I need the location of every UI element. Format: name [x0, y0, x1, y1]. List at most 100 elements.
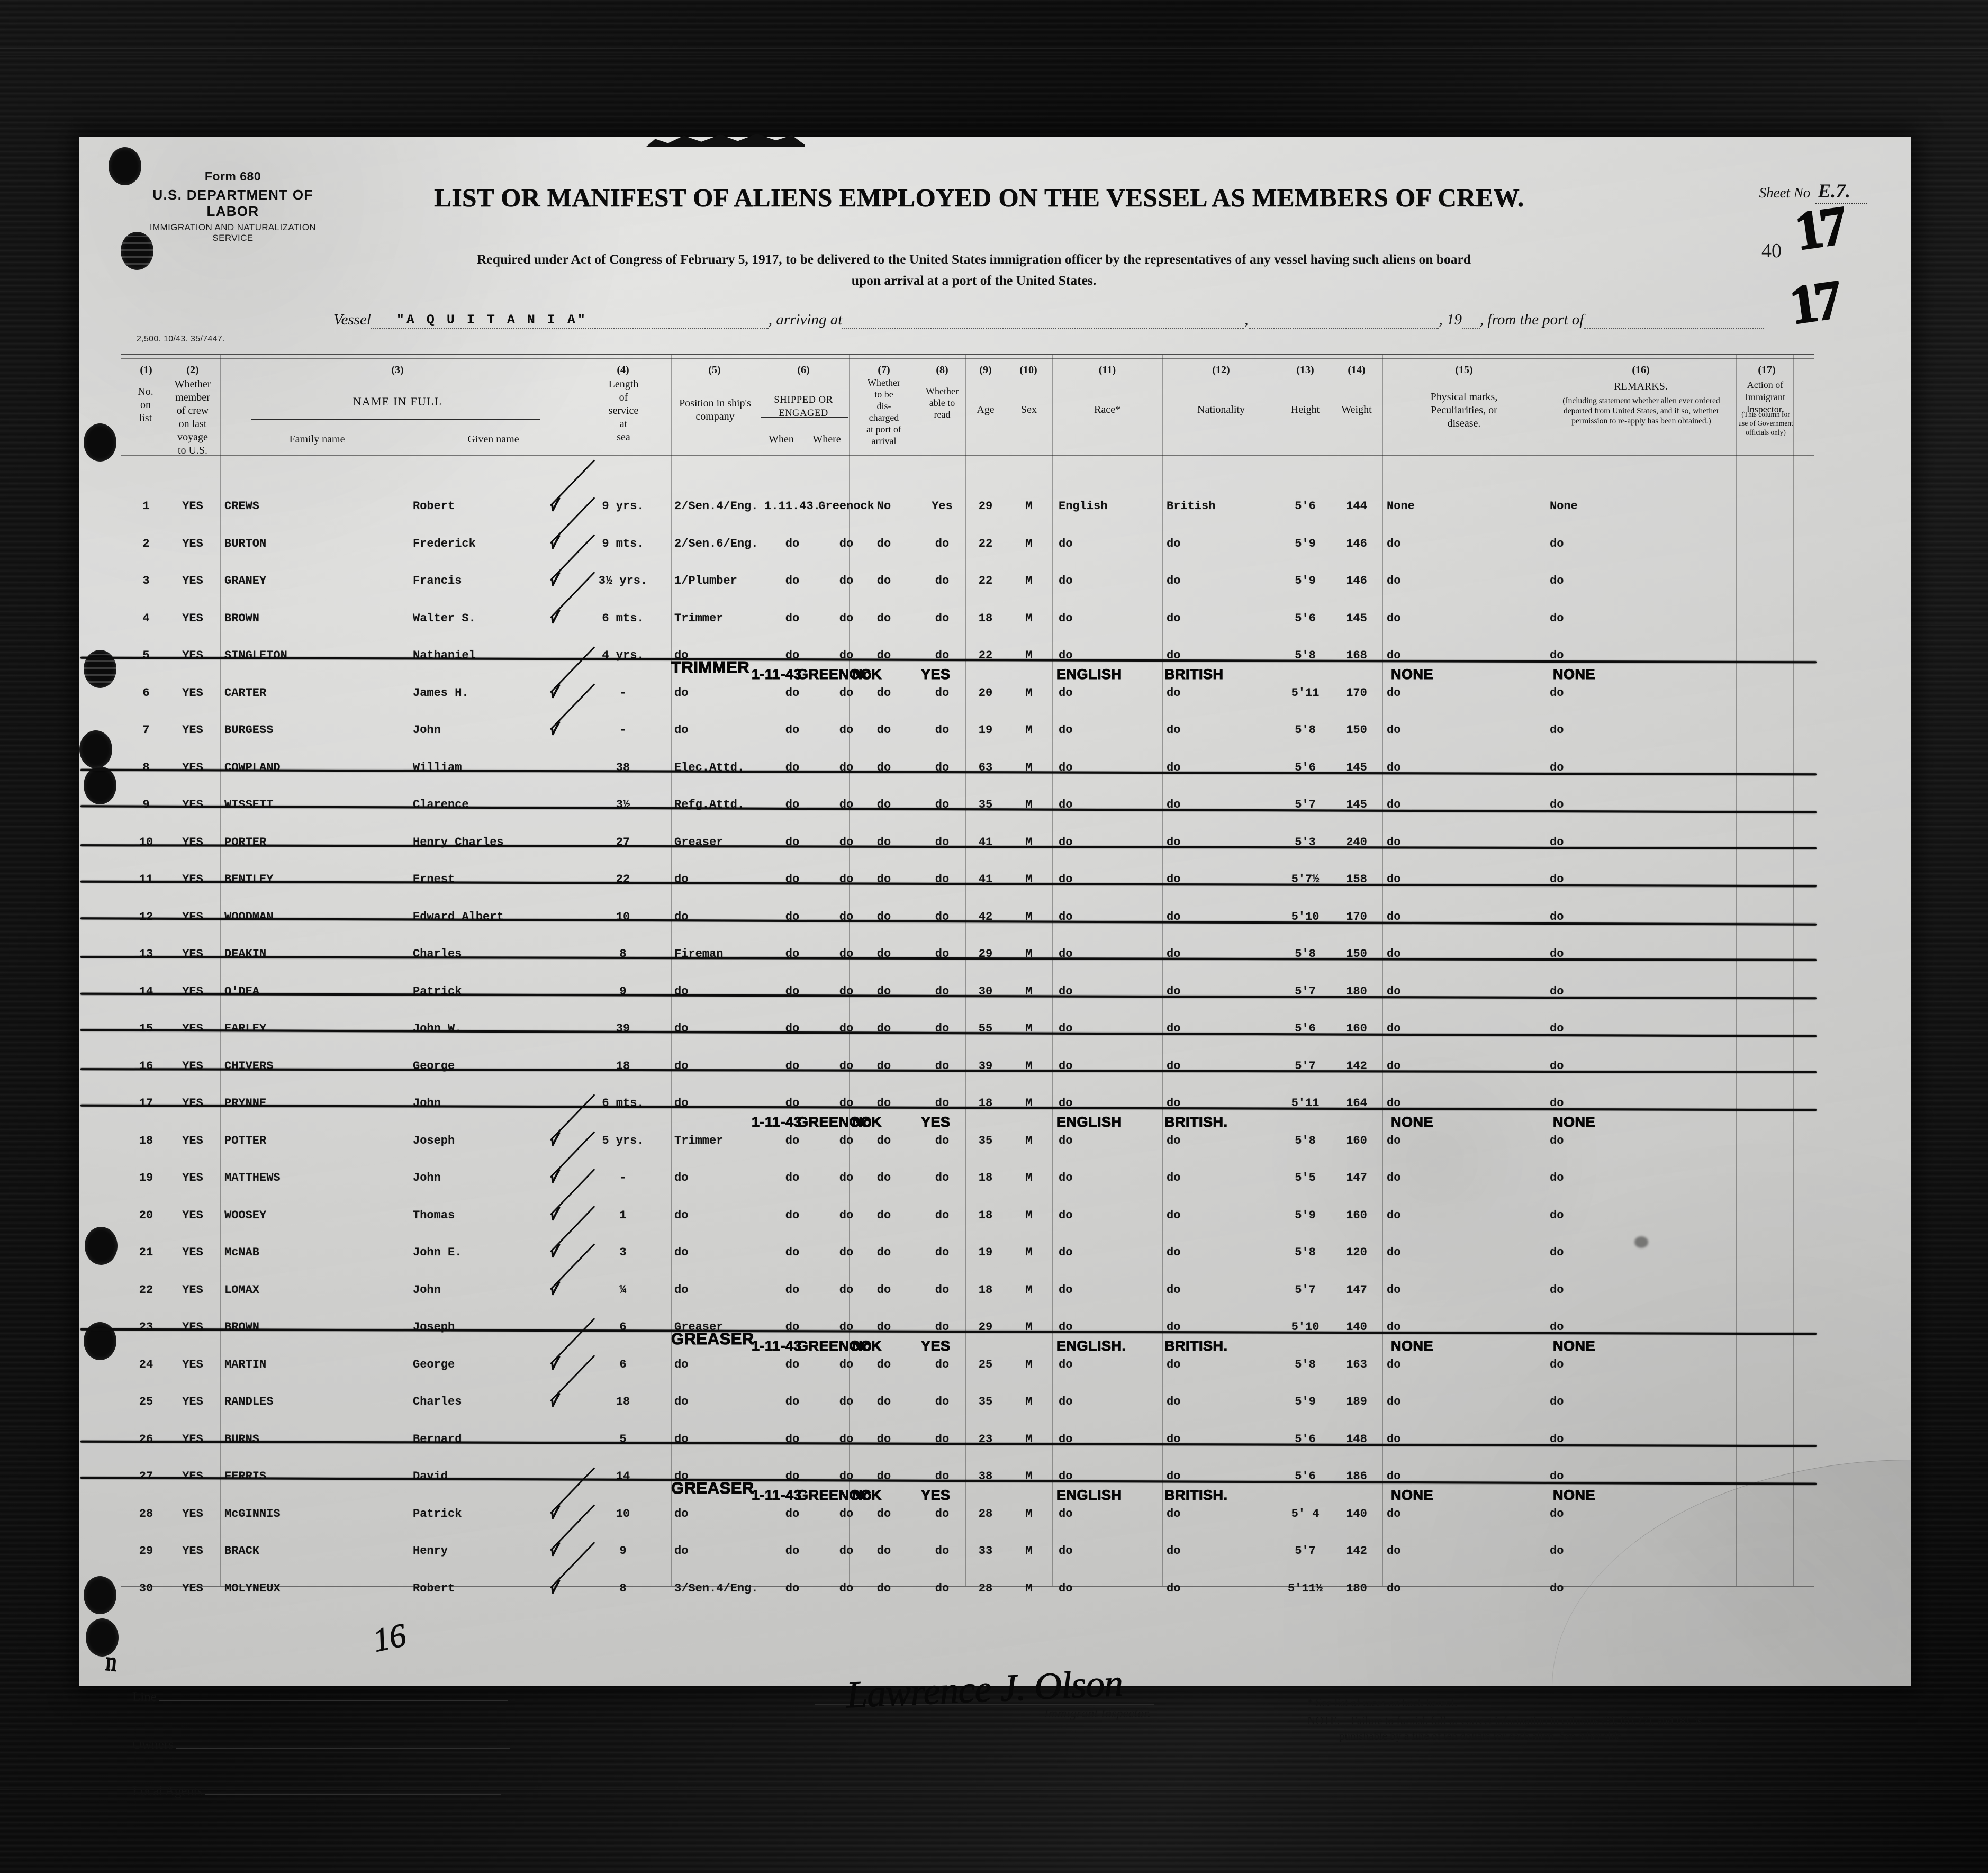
- cell-remarks: do: [1550, 1171, 1564, 1184]
- cell-given: Frederick: [413, 537, 476, 550]
- cell-given: John: [413, 1283, 441, 1297]
- cell-where: do: [839, 611, 854, 625]
- cell-family: BURNS: [224, 1432, 260, 1446]
- cell-member: YES: [182, 873, 203, 886]
- header-physical-marks: Physical marks, Peculiarities, or diseas…: [1430, 391, 1498, 429]
- cell-marks: do: [1387, 1208, 1401, 1222]
- cell-age: 25: [978, 1358, 993, 1371]
- cell-service: 6: [619, 1358, 627, 1371]
- column-number-11: (11): [1098, 364, 1116, 376]
- cell-marks: do: [1387, 537, 1401, 550]
- header-whether-able-to-read: Whether able to read: [926, 386, 959, 420]
- handwritten-nationality: BRITISH.: [1164, 1337, 1228, 1354]
- cell-family: LOMAX: [224, 1283, 260, 1297]
- cell-given: Thomas: [413, 1208, 455, 1222]
- cell-no: 5: [142, 649, 150, 662]
- cell-service: 3: [619, 1246, 627, 1259]
- cell-weight: 150: [1346, 723, 1367, 737]
- handwritten-nationality: BRITISH.: [1164, 1114, 1228, 1130]
- cell-height: 5'11: [1291, 686, 1320, 700]
- cell-given: Francis: [413, 574, 462, 587]
- cell-no: 15: [139, 1022, 153, 1035]
- cell-remarks: do: [1550, 1134, 1564, 1147]
- cell-marks: do: [1387, 723, 1401, 737]
- cell-race: do: [1059, 1507, 1073, 1521]
- cell-race: do: [1059, 1246, 1073, 1259]
- cell-age: 35: [978, 1395, 993, 1408]
- cell-when: do: [785, 1283, 800, 1297]
- handwritten-discharged: No: [852, 666, 872, 682]
- cell-marks: do: [1387, 1358, 1401, 1371]
- vessel-name-value: "A Q U I T A N I A": [388, 312, 595, 329]
- cell-member: YES: [182, 1246, 203, 1259]
- cell-remarks: do: [1550, 1208, 1564, 1222]
- cell-member: YES: [182, 984, 203, 998]
- cell-height: 5'8: [1295, 723, 1316, 737]
- cell-sex: M: [1025, 1059, 1033, 1073]
- handwritten-when: 1-11-43: [751, 666, 802, 682]
- cell-member: YES: [182, 1208, 203, 1222]
- owners-field: Owners: [132, 1736, 510, 1752]
- cell-member: YES: [182, 1358, 203, 1371]
- cell-service: ¼: [619, 1283, 627, 1297]
- cell-when: do: [785, 1246, 800, 1259]
- cell-no: 28: [139, 1507, 153, 1521]
- cell-given: John E.: [413, 1246, 462, 1259]
- header-remarks: REMARKS.: [1614, 381, 1668, 392]
- print-code: 2,500. 10/43. 35/7447.: [137, 334, 225, 343]
- cell-weight: 144: [1346, 500, 1367, 513]
- handwritten-read: YES: [920, 1114, 951, 1130]
- cell-race: do: [1059, 1544, 1073, 1558]
- cell-when: do: [785, 1581, 800, 1595]
- handwritten-remarks: NONE: [1552, 666, 1596, 682]
- penalty-note-line-1: NOTE.—Failure to furnish full or correct…: [1307, 1714, 1702, 1727]
- punch-hole: [86, 1618, 119, 1657]
- cell-no: 11: [139, 873, 153, 886]
- column-number-15: (15): [1455, 364, 1473, 376]
- cell-race: do: [1059, 1134, 1073, 1147]
- penalty-note-line-2: punishable by a fine of ten dollars for …: [1339, 1730, 1624, 1742]
- cell-position: 1/Plumber: [674, 574, 737, 587]
- column-number-4: (4): [617, 364, 629, 376]
- cell-nationality: do: [1167, 1395, 1181, 1408]
- handwritten-remarks: NONE: [1552, 1487, 1596, 1503]
- subtitle-line-2: upon arrival at a port of the United Sta…: [851, 273, 1097, 288]
- cell-family: BRACK: [224, 1544, 260, 1558]
- cell-where: do: [839, 1581, 854, 1595]
- cell-sex: M: [1025, 611, 1033, 625]
- form-number: Form 680: [204, 169, 261, 183]
- cell-read: do: [935, 1544, 950, 1558]
- handwritten-marks: NONE: [1390, 1337, 1434, 1354]
- header-sex: Sex: [1021, 404, 1037, 415]
- cell-given: Clarence: [413, 798, 469, 811]
- handwritten-where: GREENOCK: [797, 666, 882, 682]
- column-number-12: (12): [1212, 364, 1230, 376]
- cell-remarks: do: [1550, 798, 1564, 811]
- cell-sex: M: [1025, 1171, 1033, 1184]
- handwritten-position: TRIMMER: [671, 657, 750, 676]
- handwritten-position: GREASER: [671, 1329, 754, 1348]
- cell-given: John: [413, 1097, 441, 1110]
- cell-age: 20: [978, 686, 993, 700]
- cell-marks: do: [1387, 1171, 1401, 1184]
- cell-height: 5'6: [1295, 611, 1316, 625]
- cell-no: 9: [142, 798, 150, 811]
- cell-no: 6: [142, 686, 150, 700]
- cell-sex: M: [1025, 723, 1033, 737]
- signature-rule: [815, 1704, 1154, 1705]
- cell-read: do: [935, 1208, 950, 1222]
- punch-hole: [79, 730, 112, 768]
- cell-where: do: [839, 574, 854, 587]
- cell-member: YES: [182, 761, 203, 774]
- cell-no: 18: [139, 1134, 153, 1147]
- cell-service: 9: [619, 1544, 627, 1558]
- cell-remarks: do: [1550, 574, 1564, 587]
- cell-where: do: [839, 537, 854, 550]
- cell-age: 18: [978, 1283, 993, 1297]
- cell-given: David: [413, 1470, 448, 1483]
- column-number-14: (14): [1348, 364, 1366, 376]
- cell-remarks: do: [1550, 1022, 1564, 1035]
- cell-member: YES: [182, 947, 203, 961]
- cell-when: do: [785, 1134, 800, 1147]
- cell-marks: do: [1387, 1507, 1401, 1521]
